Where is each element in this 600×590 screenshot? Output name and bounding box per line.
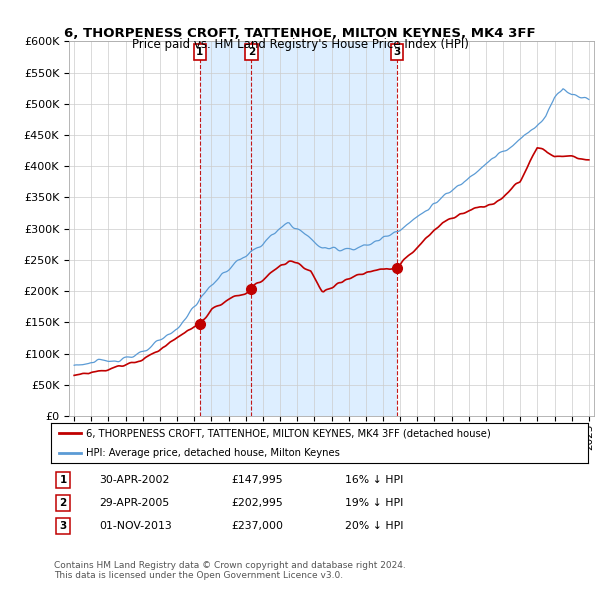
Text: 19% ↓ HPI: 19% ↓ HPI — [345, 498, 403, 507]
Text: 3: 3 — [59, 521, 67, 530]
Text: 20% ↓ HPI: 20% ↓ HPI — [345, 521, 404, 530]
Text: HPI: Average price, detached house, Milton Keynes: HPI: Average price, detached house, Milt… — [86, 448, 340, 458]
Text: 6, THORPENESS CROFT, TATTENHOE, MILTON KEYNES, MK4 3FF (detached house): 6, THORPENESS CROFT, TATTENHOE, MILTON K… — [86, 428, 491, 438]
Text: 01-NOV-2013: 01-NOV-2013 — [99, 521, 172, 530]
Text: 30-APR-2002: 30-APR-2002 — [99, 475, 169, 484]
Text: 3: 3 — [394, 47, 401, 57]
Text: Contains HM Land Registry data © Crown copyright and database right 2024.: Contains HM Land Registry data © Crown c… — [54, 560, 406, 570]
Text: 1: 1 — [59, 475, 67, 484]
Text: 1: 1 — [196, 47, 203, 57]
Text: This data is licensed under the Open Government Licence v3.0.: This data is licensed under the Open Gov… — [54, 571, 343, 580]
Text: Price paid vs. HM Land Registry's House Price Index (HPI): Price paid vs. HM Land Registry's House … — [131, 38, 469, 51]
Text: 2: 2 — [59, 498, 67, 507]
Text: 29-APR-2005: 29-APR-2005 — [99, 498, 169, 507]
Text: 2: 2 — [248, 47, 255, 57]
Bar — [251, 41, 397, 416]
Text: £202,995: £202,995 — [231, 498, 283, 507]
Text: £147,995: £147,995 — [231, 475, 283, 484]
Text: £237,000: £237,000 — [231, 521, 283, 530]
Text: 16% ↓ HPI: 16% ↓ HPI — [345, 475, 403, 484]
Bar — [200, 41, 251, 416]
Text: 6, THORPENESS CROFT, TATTENHOE, MILTON KEYNES, MK4 3FF: 6, THORPENESS CROFT, TATTENHOE, MILTON K… — [64, 27, 536, 40]
